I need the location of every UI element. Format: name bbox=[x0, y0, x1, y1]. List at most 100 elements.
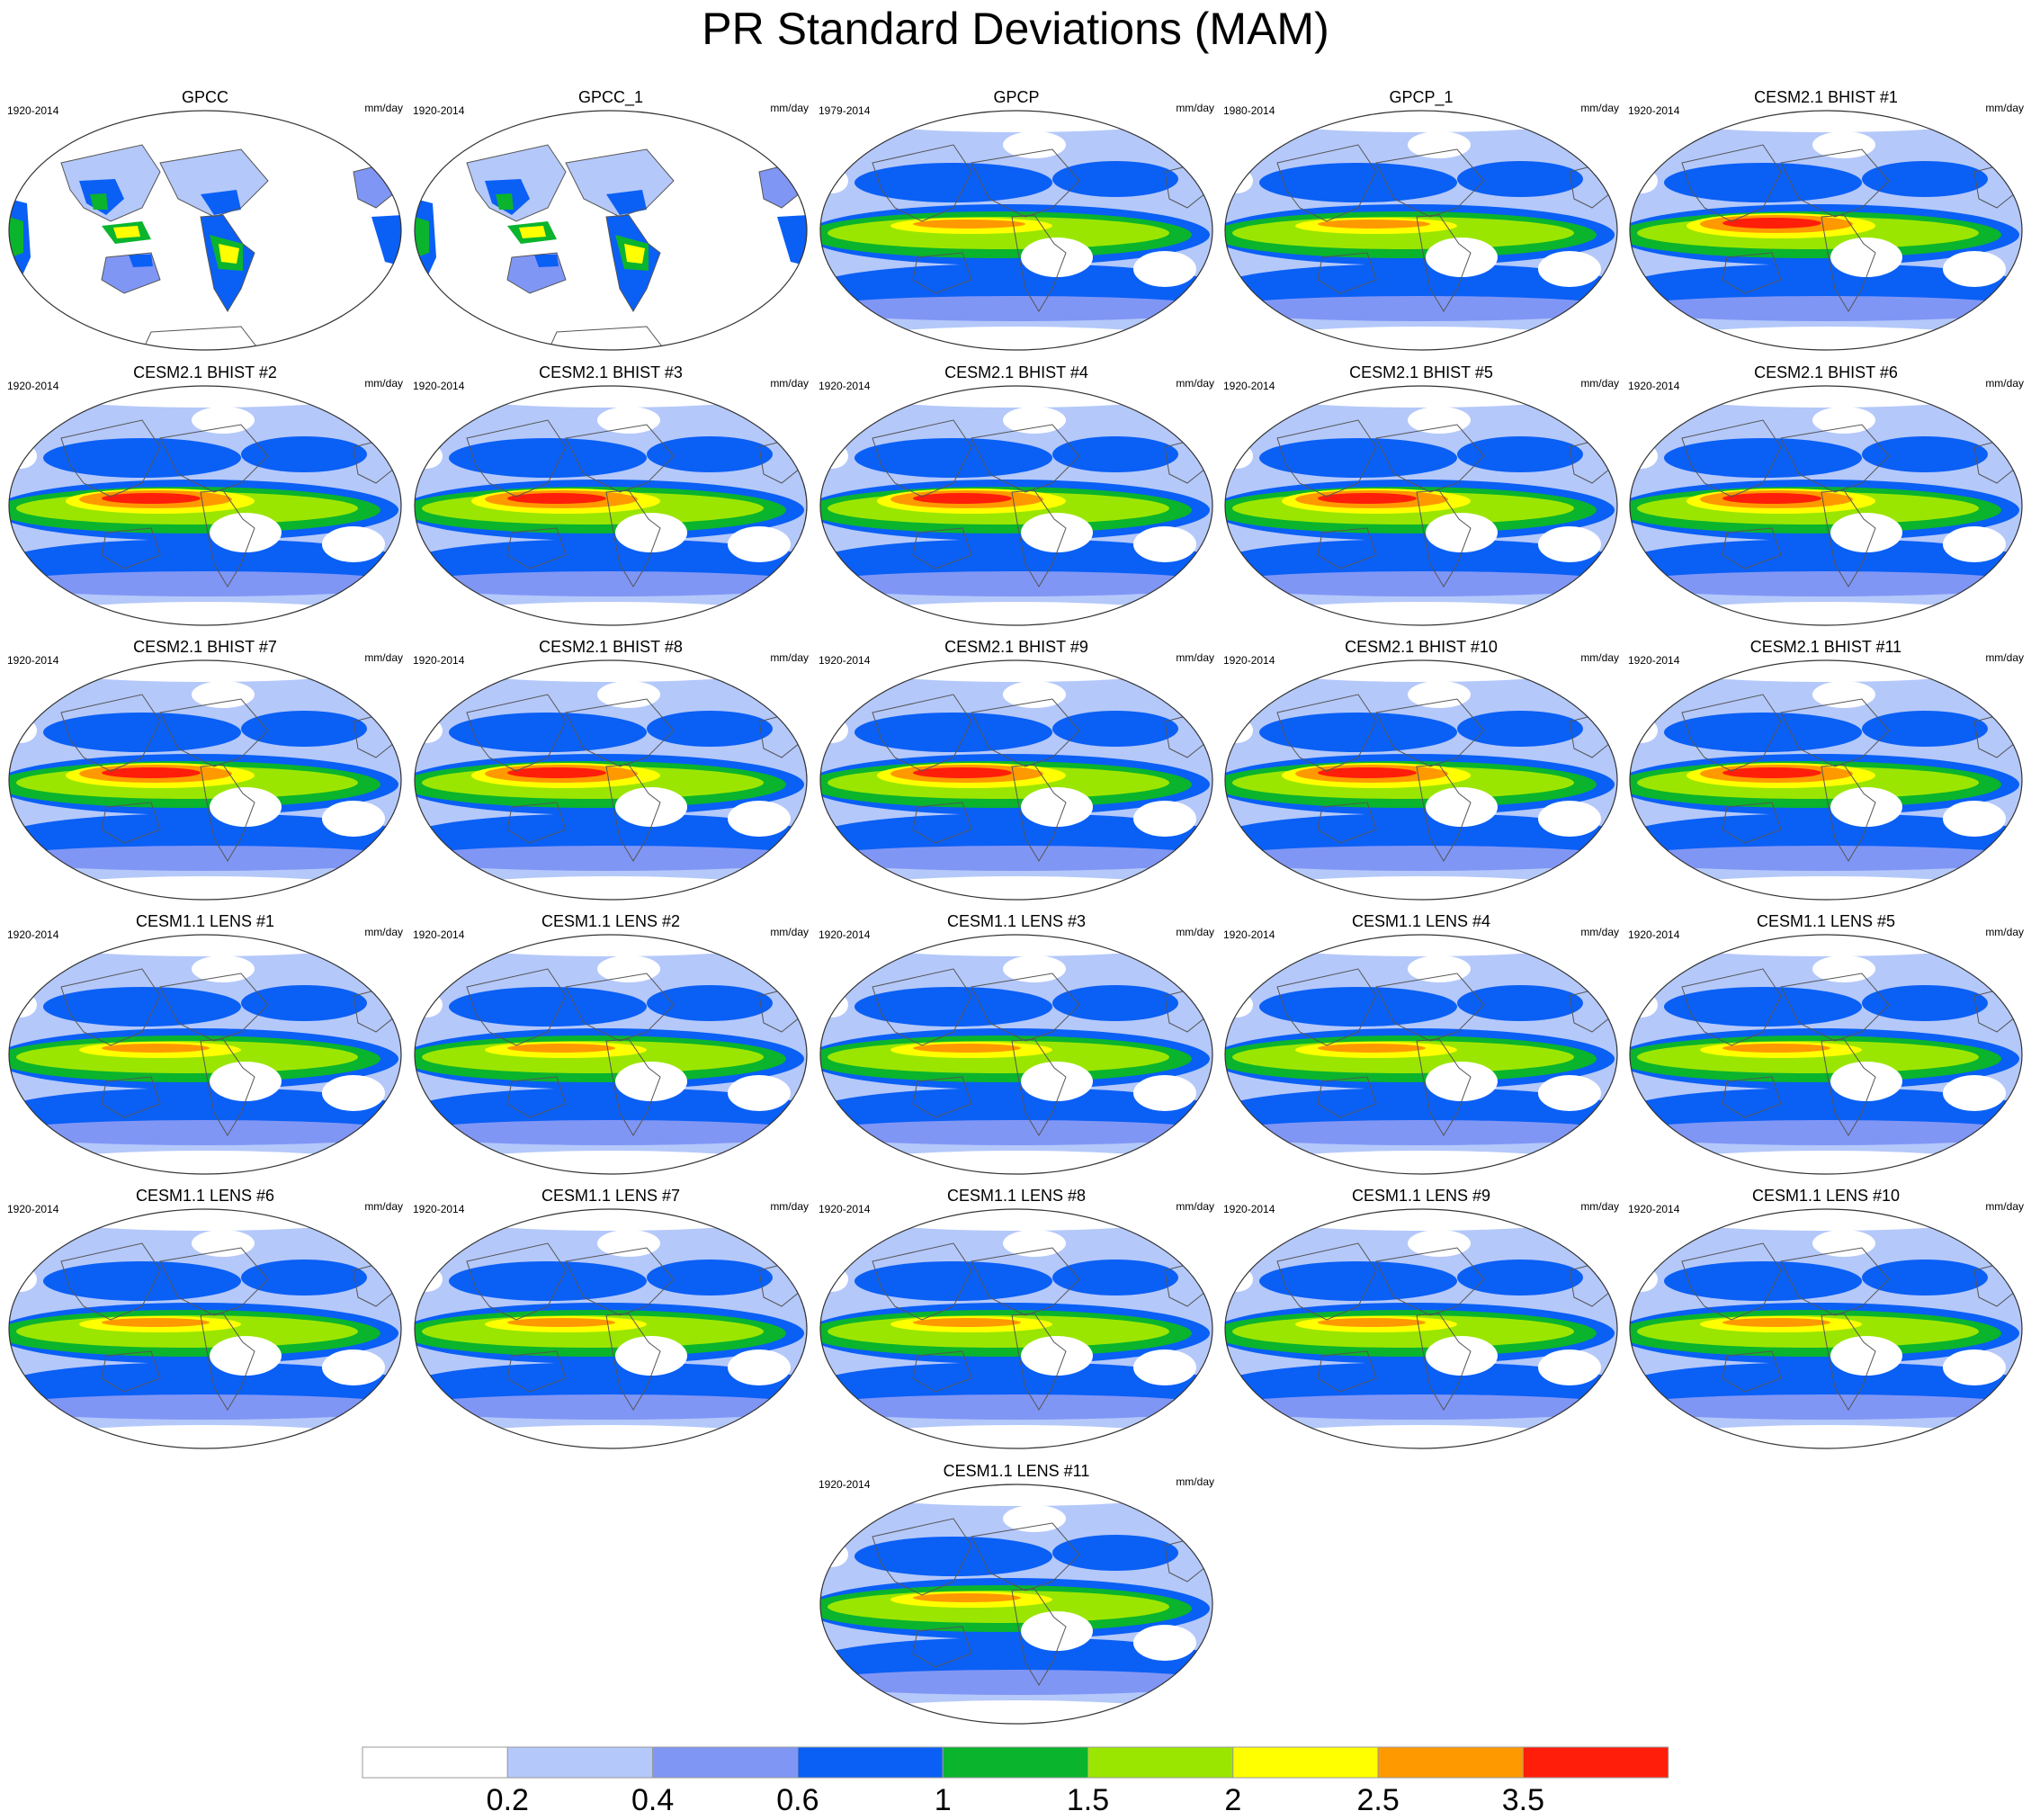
panel-period: 1920-2014 bbox=[819, 380, 871, 392]
north-pacific-storm-track bbox=[449, 438, 647, 478]
north-america-coastline bbox=[565, 973, 675, 1042]
panel-title: CESM1.1 LENS #3 bbox=[946, 912, 1087, 930]
south-atlantic-dry-zone bbox=[1133, 251, 1196, 287]
southeast-pacific-dry-zone bbox=[1426, 1336, 1498, 1376]
africa-core bbox=[415, 217, 429, 257]
coastline-1 bbox=[506, 252, 567, 294]
north-america-arctic bbox=[1003, 955, 1066, 982]
antarctic-low-variance bbox=[415, 1151, 807, 1174]
map-panel: CESM2.1 BHIST #10 1920-2014 mm/day bbox=[1223, 637, 1619, 902]
itcz-red bbox=[507, 493, 606, 504]
map-border bbox=[1629, 1208, 2023, 1449]
south-america-coastline bbox=[605, 1038, 661, 1136]
coastline-0 bbox=[60, 144, 161, 222]
map-panel: CESM2.1 BHIST #3 1920-2014 mm/day bbox=[413, 363, 809, 628]
north-atlantic-storm-track bbox=[1052, 161, 1178, 197]
arctic-low-variance bbox=[1637, 935, 2015, 956]
north-pacific-storm-track bbox=[449, 987, 647, 1027]
map-panel: CESM2.1 BHIST #5 1920-2014 mm/day bbox=[1223, 363, 1619, 628]
south-america-coastline bbox=[605, 489, 661, 587]
panel-title: CESM2.1 BHIST #1 bbox=[1754, 88, 1898, 106]
north-pacific-storm-track bbox=[1664, 987, 1862, 1027]
map-border bbox=[1224, 659, 1618, 901]
south-america-coastline bbox=[1821, 1313, 1876, 1411]
map-border bbox=[1629, 934, 2023, 1175]
map-plot bbox=[414, 1208, 808, 1449]
map-panel: CESM1.1 LENS #8 1920-2014 mm/day bbox=[819, 1186, 1214, 1451]
south-america-coastline bbox=[1416, 1038, 1472, 1136]
map-panel: CESM1.1 LENS #5 1920-2014 mm/day bbox=[1628, 911, 2024, 1177]
north-atlantic-storm-track bbox=[647, 985, 773, 1021]
south-america-coastline bbox=[1416, 1313, 1472, 1411]
panel-period: 1920-2014 bbox=[413, 654, 465, 667]
arctic-low-variance bbox=[1637, 386, 2015, 408]
south-atlantic-dry-zone bbox=[1943, 251, 2006, 287]
south-atlantic-dry-zone bbox=[728, 1075, 791, 1111]
asia-coastline bbox=[872, 694, 972, 772]
australia-coastline bbox=[506, 527, 567, 569]
panel-title: CESM1.1 LENS #10 bbox=[1751, 1187, 1901, 1205]
southern-ocean-outer bbox=[1630, 296, 2022, 321]
south-atlantic-dry-zone bbox=[728, 801, 791, 837]
north-america-arctic bbox=[1812, 407, 1875, 434]
southern-ocean-outer bbox=[1225, 846, 1617, 871]
north-atlantic-storm-track bbox=[1862, 1260, 1988, 1296]
colorbar-box bbox=[506, 1746, 654, 1779]
north-pacific-storm-track bbox=[1664, 163, 1862, 202]
map-border bbox=[1629, 110, 2023, 351]
southeast-pacific-dry-zone bbox=[1426, 513, 1498, 552]
panel-period: 1920-2014 bbox=[1223, 654, 1275, 667]
map-border bbox=[1224, 385, 1618, 626]
africa-right-land bbox=[777, 215, 807, 266]
panel-title: CESM1.1 LENS #6 bbox=[135, 1187, 275, 1205]
map-plot bbox=[414, 110, 808, 351]
map-border bbox=[1629, 385, 2023, 626]
south-america-coastline bbox=[200, 1313, 255, 1411]
panel-title: CESM2.1 BHIST #10 bbox=[1345, 638, 1498, 656]
south-america-coastline bbox=[1011, 764, 1067, 862]
south-atlantic-dry-zone bbox=[1133, 1625, 1196, 1661]
north-america-arctic bbox=[1812, 681, 1875, 708]
southeast-pacific-dry-zone bbox=[1021, 1336, 1093, 1376]
panel-period: 1920-2014 bbox=[819, 928, 871, 941]
antarctic-low-variance bbox=[820, 602, 1212, 625]
panel-title: GPCP_1 bbox=[1389, 88, 1454, 106]
north-atlantic-storm-track bbox=[1457, 161, 1583, 197]
southeast-pacific-dry-zone bbox=[615, 787, 687, 827]
map-plot bbox=[819, 659, 1213, 901]
panel-units: mm/day bbox=[1580, 926, 1619, 938]
coastline-1 bbox=[101, 252, 161, 294]
antarctic-low-variance bbox=[9, 1151, 401, 1174]
north-america-coastline bbox=[971, 698, 1080, 767]
panel-period: 1920-2014 bbox=[1628, 928, 1680, 941]
north-america-arctic bbox=[1408, 407, 1471, 434]
north-atlantic-storm-track bbox=[241, 985, 367, 1021]
panel-units: mm/day bbox=[1176, 651, 1214, 664]
panel-period: 1920-2014 bbox=[1223, 928, 1275, 941]
arctic-low-variance bbox=[828, 1209, 1205, 1231]
map-panel: CESM2.1 BHIST #8 1920-2014 mm/day bbox=[413, 637, 809, 902]
panel-units: mm/day bbox=[1580, 651, 1619, 664]
panel-period: 1920-2014 bbox=[819, 654, 871, 667]
itcz-red bbox=[1318, 493, 1417, 504]
australia-coastline bbox=[1317, 527, 1377, 569]
southeast-pacific-dry-zone bbox=[1021, 1062, 1093, 1101]
map-border bbox=[1224, 110, 1618, 351]
arctic-low-variance bbox=[1232, 111, 1610, 132]
panel-units: mm/day bbox=[770, 377, 809, 390]
antarctic-low-variance bbox=[1630, 1425, 2022, 1448]
map-panel: GPCP_1 1980-2014 mm/day bbox=[1223, 87, 1619, 353]
southern-ocean-outer bbox=[1630, 1394, 2022, 1420]
map-plot bbox=[1629, 1208, 2023, 1449]
itcz-orange bbox=[1722, 1044, 1830, 1053]
map-panel: GPCC 1920-2014 mm/day bbox=[7, 87, 403, 353]
australia-coastline bbox=[912, 802, 972, 844]
south-atlantic-dry-zone bbox=[728, 1349, 791, 1385]
australia-coastline bbox=[912, 1076, 972, 1118]
north-pacific-storm-track bbox=[854, 163, 1052, 202]
arctic-low-variance bbox=[16, 1209, 394, 1231]
australia-coastline bbox=[912, 527, 972, 569]
antarctic-low-variance bbox=[1225, 327, 1617, 350]
southeast-pacific-dry-zone bbox=[1021, 787, 1093, 827]
panel-period: 1920-2014 bbox=[7, 654, 59, 667]
